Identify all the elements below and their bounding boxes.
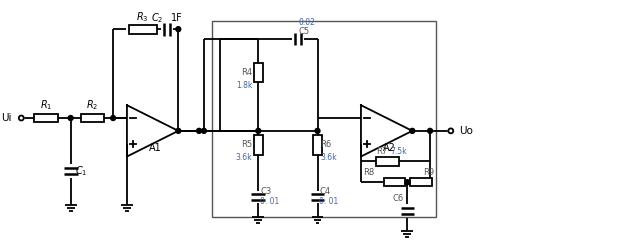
Text: R4: R4 bbox=[241, 68, 252, 77]
Text: $R_1$: $R_1$ bbox=[40, 98, 52, 112]
Bar bbox=[80, 114, 104, 122]
Text: $R_3$: $R_3$ bbox=[137, 10, 149, 24]
Circle shape bbox=[110, 115, 115, 120]
Text: Ui: Ui bbox=[1, 113, 11, 123]
Bar bbox=[411, 178, 432, 186]
Text: R9: R9 bbox=[423, 168, 434, 177]
Text: 0. 01: 0. 01 bbox=[260, 198, 280, 206]
Text: C6: C6 bbox=[392, 193, 403, 203]
Bar bbox=[254, 135, 263, 155]
Text: 7.5k: 7.5k bbox=[391, 147, 407, 156]
Circle shape bbox=[202, 128, 207, 133]
Text: 3.6k: 3.6k bbox=[236, 153, 252, 162]
Text: R8: R8 bbox=[363, 168, 374, 177]
Text: C5: C5 bbox=[299, 27, 310, 36]
Circle shape bbox=[427, 128, 432, 133]
Circle shape bbox=[68, 115, 73, 120]
Circle shape bbox=[405, 180, 410, 185]
Circle shape bbox=[19, 115, 24, 120]
Text: R5: R5 bbox=[241, 140, 252, 149]
Bar bbox=[212, 21, 436, 217]
Circle shape bbox=[448, 128, 453, 133]
Bar bbox=[129, 25, 157, 34]
Text: C4: C4 bbox=[319, 186, 331, 196]
Text: R6: R6 bbox=[321, 140, 332, 149]
Bar bbox=[34, 114, 58, 122]
Circle shape bbox=[176, 27, 181, 32]
Text: A1: A1 bbox=[149, 143, 162, 153]
Text: 0. 01: 0. 01 bbox=[319, 198, 339, 206]
Circle shape bbox=[256, 128, 261, 133]
Text: Uo: Uo bbox=[459, 126, 472, 136]
Bar bbox=[313, 135, 322, 155]
Bar bbox=[376, 157, 399, 166]
Circle shape bbox=[410, 128, 415, 133]
Text: $R_2$: $R_2$ bbox=[86, 98, 99, 112]
Text: C3: C3 bbox=[260, 186, 271, 196]
Text: 3.6k: 3.6k bbox=[321, 153, 337, 162]
Text: R7: R7 bbox=[376, 147, 387, 156]
Text: A2: A2 bbox=[383, 143, 396, 153]
Text: 1.8k: 1.8k bbox=[236, 81, 252, 90]
Circle shape bbox=[197, 128, 202, 133]
Text: $C_1$: $C_1$ bbox=[75, 164, 87, 178]
Text: $C_2$: $C_2$ bbox=[152, 11, 163, 25]
Circle shape bbox=[176, 128, 181, 133]
Text: 1F: 1F bbox=[172, 13, 183, 23]
Circle shape bbox=[315, 128, 320, 133]
Text: 0.02: 0.02 bbox=[299, 18, 316, 27]
Bar bbox=[384, 178, 406, 186]
Bar bbox=[254, 63, 263, 83]
